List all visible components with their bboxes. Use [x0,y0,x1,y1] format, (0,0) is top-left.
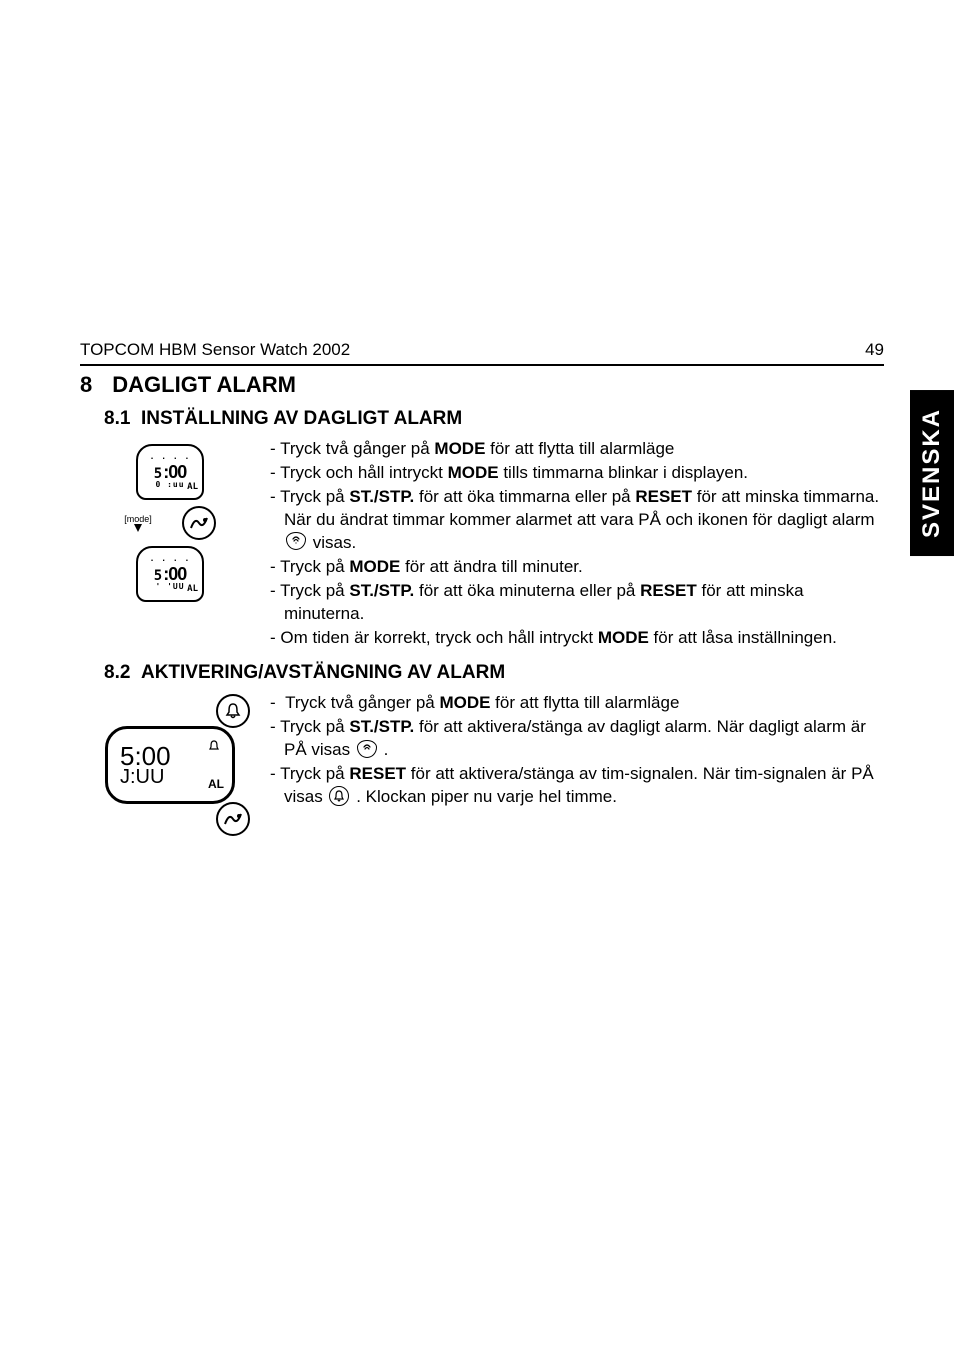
list-item: Tryck och håll intryckt MODE tills timma… [270,462,884,485]
signal-circle-icon [216,802,250,836]
watch-display-top: · · · · 5:00 0 :uu AL [136,444,204,500]
list-item: Tryck på ST./STP. för att öka minuterna … [270,580,884,626]
list-item: Tryck två gånger på MODE för att flytta … [270,438,884,461]
al-label: AL [208,777,224,791]
al-label: AL [187,585,198,594]
illustration-8-2: 5:00 J:UU AL [80,692,260,836]
signal-icon [182,506,216,540]
mode-label: [mode] [124,514,152,524]
alarm-icon [286,532,306,550]
section-title-text: DAGLIGT ALARM [112,372,296,397]
al-label: AL [187,483,198,492]
subsection-8-1-heading: 8.1 INSTÄLLNING AV DAGLIGT ALARM [104,408,884,430]
list-item: Tryck två gånger på MODE för att flytta … [270,692,884,715]
product-title: TOPCOM HBM Sensor Watch 2002 [80,340,350,360]
list-item: Om tiden är korrekt, tryck och håll intr… [270,627,884,650]
page-header: TOPCOM HBM Sensor Watch 2002 49 [80,340,884,366]
chime-icon [329,786,349,806]
subsection-title: AKTIVERING/AVSTÄNGNING AV ALARM [141,662,505,683]
list-item: Tryck på RESET för att aktivera/stänga a… [270,763,884,809]
content-8-2: 5:00 J:UU AL Tryck två gånger på MODE fö… [80,692,884,836]
bell-circle-icon [216,694,250,728]
illustration-8-1: · · · · 5:00 0 :uu AL [mode] [80,438,260,650]
watch-display-bottom: · · · · 5:00 ' 'UU AL [136,546,204,602]
arrow-down-icon [134,524,142,532]
subsection-number: 8.1 [104,408,130,429]
list-item: Tryck på ST./STP. för att öka timmarna e… [270,486,884,555]
bullet-list-8-1: Tryck två gånger på MODE för att flytta … [270,438,884,650]
page-number: 49 [865,340,884,360]
alarm-icon [357,740,377,758]
bell-icon [208,739,220,757]
watch-display-large: 5:00 J:UU AL [105,726,235,804]
list-item: Tryck på MODE för att ändra till minuter… [270,556,884,579]
page-content: TOPCOM HBM Sensor Watch 2002 49 8 DAGLIGT… [0,0,954,836]
list-item: Tryck på ST./STP. för att aktivera/stäng… [270,716,884,762]
section-heading: 8 DAGLIGT ALARM [80,372,884,398]
bullet-list-8-2: Tryck två gånger på MODE för att flytta … [270,692,884,836]
subsection-title: INSTÄLLNING AV DAGLIGT ALARM [141,408,462,429]
subsection-8-2-heading: 8.2 AKTIVERING/AVSTÄNGNING AV ALARM [104,662,884,684]
section-number: 8 [80,372,92,397]
content-8-1: · · · · 5:00 0 :uu AL [mode] [80,438,884,650]
subsection-number: 8.2 [104,662,130,683]
